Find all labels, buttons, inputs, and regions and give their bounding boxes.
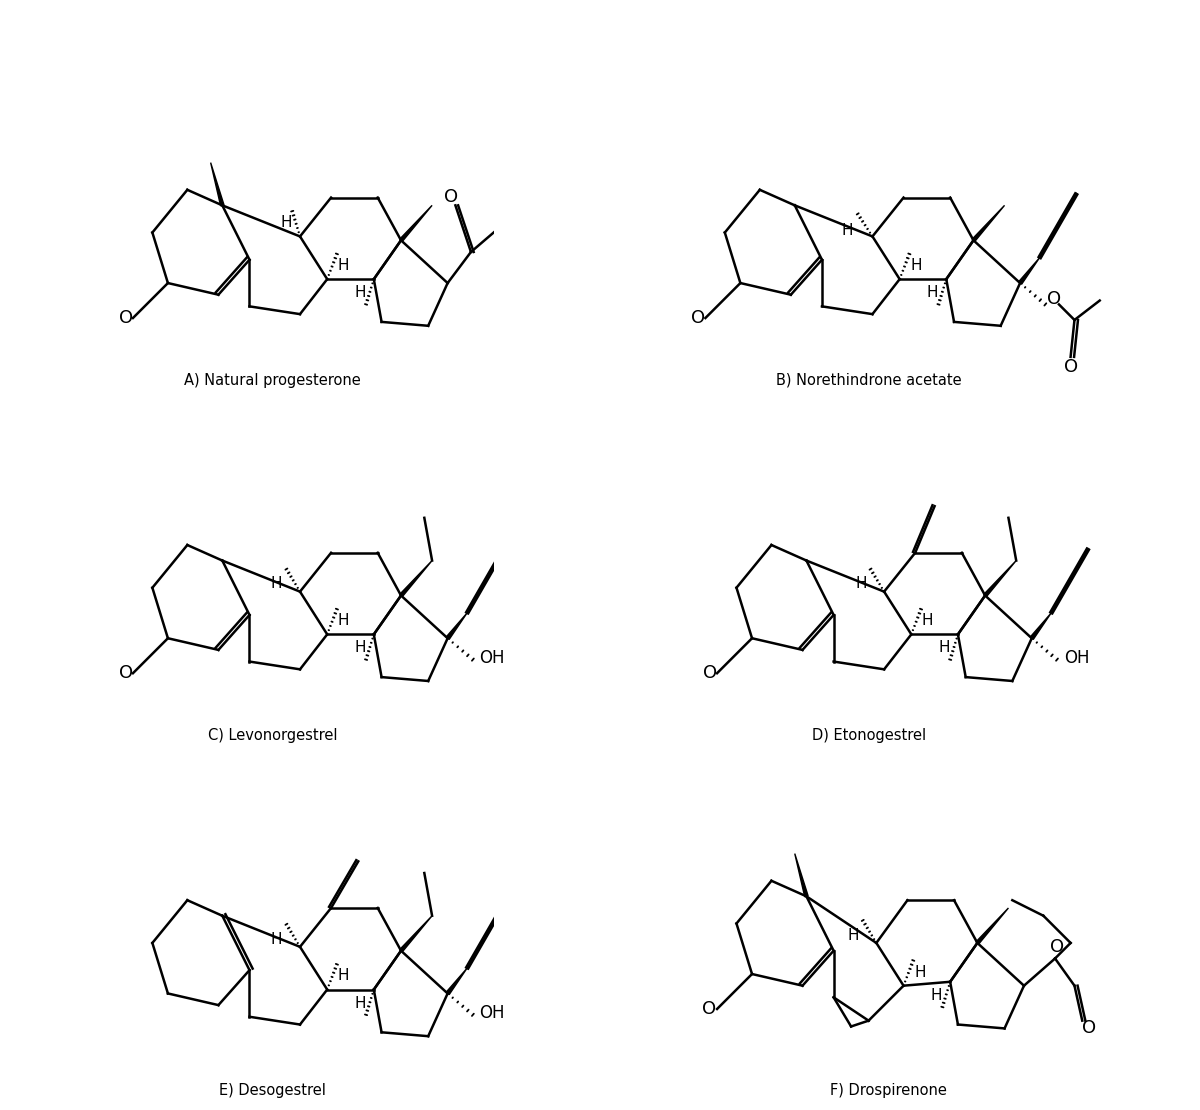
Text: H: H — [841, 223, 853, 239]
Polygon shape — [984, 561, 1016, 597]
Text: H: H — [922, 613, 934, 628]
Text: O: O — [691, 309, 706, 327]
Text: H: H — [354, 996, 366, 1011]
Polygon shape — [400, 916, 432, 952]
Polygon shape — [794, 854, 808, 897]
Text: B) Norethindrone acetate: B) Norethindrone acetate — [775, 373, 961, 387]
Text: H: H — [856, 576, 866, 592]
Text: O: O — [703, 664, 718, 683]
Text: D) Etonogestrel: D) Etonogestrel — [811, 728, 925, 743]
Text: O: O — [444, 188, 458, 205]
Text: O: O — [1046, 290, 1061, 307]
Polygon shape — [976, 908, 1008, 945]
Text: H: H — [911, 258, 922, 273]
Text: H: H — [931, 988, 942, 1003]
Text: H: H — [914, 965, 925, 980]
Polygon shape — [211, 162, 224, 205]
Text: H: H — [271, 576, 282, 592]
Text: H: H — [354, 640, 366, 656]
Text: A) Natural progesterone: A) Natural progesterone — [185, 373, 361, 387]
Text: O: O — [119, 664, 133, 683]
Polygon shape — [1031, 613, 1051, 639]
Polygon shape — [400, 561, 432, 597]
Text: OH: OH — [1063, 648, 1090, 667]
Text: O: O — [1082, 1019, 1097, 1037]
Text: H: H — [337, 258, 349, 273]
Polygon shape — [446, 613, 467, 639]
Text: H: H — [926, 285, 938, 301]
Text: E) Desogestrel: E) Desogestrel — [220, 1083, 326, 1098]
Polygon shape — [972, 205, 1004, 242]
Text: H: H — [938, 640, 950, 656]
Text: H: H — [337, 613, 349, 628]
Text: H: H — [271, 931, 282, 947]
Polygon shape — [446, 968, 467, 995]
Text: O: O — [1050, 938, 1064, 956]
Text: H: H — [281, 215, 292, 231]
Text: H: H — [847, 928, 859, 942]
Text: O: O — [702, 1000, 716, 1018]
Polygon shape — [400, 205, 432, 242]
Polygon shape — [1019, 258, 1039, 284]
Text: C) Levonorgestrel: C) Levonorgestrel — [208, 728, 337, 743]
Text: O: O — [119, 309, 133, 327]
Text: H: H — [354, 285, 366, 301]
Text: OH: OH — [480, 648, 505, 667]
Text: H: H — [337, 968, 349, 983]
Text: O: O — [1063, 359, 1078, 376]
Text: F) Drospirenone: F) Drospirenone — [829, 1083, 947, 1098]
Text: OH: OH — [480, 1003, 505, 1022]
